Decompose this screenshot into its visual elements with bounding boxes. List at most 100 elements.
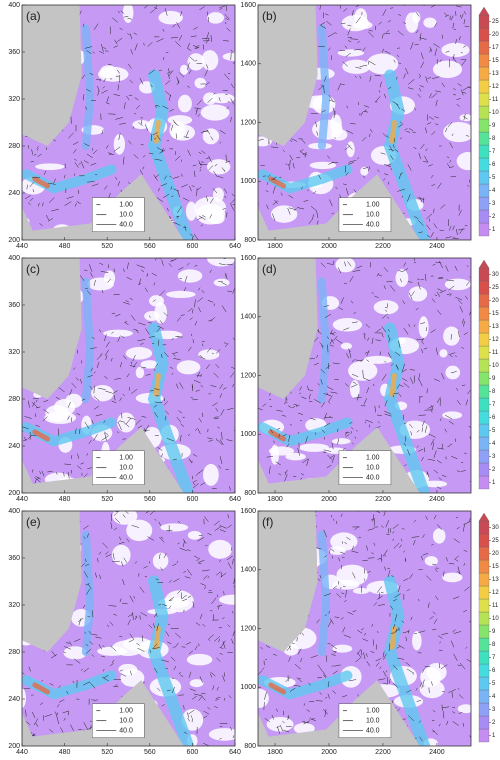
vector — [303, 703, 306, 706]
vector — [453, 28, 457, 31]
legend-label: 1.00 — [366, 708, 380, 715]
vector — [197, 99, 202, 106]
vector — [352, 321, 358, 324]
colorbar-label: 4 — [492, 694, 496, 700]
x-tick-label: 2200 — [375, 749, 391, 756]
vector — [357, 157, 359, 160]
vector — [117, 419, 121, 424]
vector — [374, 295, 379, 299]
vector — [420, 685, 425, 689]
vector — [323, 709, 329, 715]
vector — [206, 196, 209, 202]
vector — [264, 691, 267, 700]
vector — [438, 477, 442, 481]
vector — [384, 400, 388, 407]
vector — [127, 417, 136, 420]
vector — [182, 197, 189, 201]
vector — [22, 672, 25, 675]
vector — [401, 195, 404, 198]
vector — [422, 552, 429, 556]
vector — [132, 612, 134, 620]
calm-patch — [332, 317, 363, 332]
vector — [398, 173, 402, 180]
vector — [283, 729, 290, 733]
vector — [403, 73, 406, 79]
vector — [212, 188, 218, 194]
vector — [319, 692, 322, 695]
vector — [64, 463, 72, 465]
vector — [439, 229, 445, 231]
vector — [155, 104, 160, 107]
vector — [434, 48, 437, 56]
vector — [192, 309, 194, 314]
colorbar-label: 9 — [492, 629, 496, 635]
vector — [199, 166, 202, 169]
vector — [402, 378, 408, 382]
vector — [406, 131, 411, 133]
vector — [302, 458, 309, 464]
colorbar-label: 4 — [492, 188, 496, 194]
vector — [114, 39, 118, 45]
vector — [437, 288, 443, 292]
vector — [404, 128, 408, 131]
vector — [320, 25, 326, 29]
vector — [162, 193, 170, 199]
vector — [160, 320, 163, 324]
vector — [425, 76, 428, 83]
colorbar-segment — [478, 572, 490, 587]
vector — [152, 299, 156, 302]
vector — [344, 261, 346, 267]
vector — [213, 171, 218, 178]
calm-patch — [412, 631, 422, 651]
vector — [446, 293, 451, 295]
calm-patch — [103, 329, 133, 338]
vector — [469, 481, 471, 483]
vector — [319, 22, 326, 26]
vector — [323, 305, 330, 307]
y-tick-label: 320 — [8, 349, 20, 356]
vector — [120, 10, 125, 14]
vector — [199, 676, 203, 683]
vector — [374, 74, 381, 77]
vector — [403, 382, 410, 388]
y-tick-label: 1000 — [240, 431, 256, 438]
vector — [434, 294, 438, 296]
vector — [437, 447, 445, 450]
vector — [150, 9, 155, 14]
vector — [157, 394, 160, 397]
vector — [346, 105, 349, 109]
y-tick-label: 1400 — [240, 61, 256, 68]
vector — [161, 453, 163, 457]
vector — [149, 315, 151, 318]
colorbar-segment — [478, 436, 490, 451]
vector — [215, 407, 219, 412]
vector — [192, 164, 197, 167]
vector — [406, 689, 412, 693]
vector — [392, 524, 399, 529]
vector — [120, 421, 125, 423]
y-tick-label: 280 — [8, 649, 20, 656]
vector — [135, 615, 138, 618]
vector — [22, 439, 28, 442]
vector — [158, 521, 162, 526]
vector — [336, 428, 339, 433]
colorbar-label: 7 — [492, 402, 496, 408]
vector — [314, 399, 321, 404]
vector — [222, 617, 225, 620]
vector — [133, 361, 138, 368]
vector — [417, 281, 421, 290]
vector — [357, 652, 362, 659]
colorbar-label: 12 — [492, 590, 499, 596]
vector — [299, 420, 302, 422]
vector — [28, 400, 30, 408]
vector — [134, 43, 138, 51]
vector — [41, 470, 45, 477]
vector — [53, 178, 56, 184]
y-tick-label: 800 — [244, 237, 256, 244]
vector — [334, 137, 337, 139]
vector — [197, 428, 201, 434]
vector — [200, 224, 204, 227]
vector — [435, 595, 439, 601]
vector — [164, 352, 169, 358]
vector — [332, 690, 337, 694]
